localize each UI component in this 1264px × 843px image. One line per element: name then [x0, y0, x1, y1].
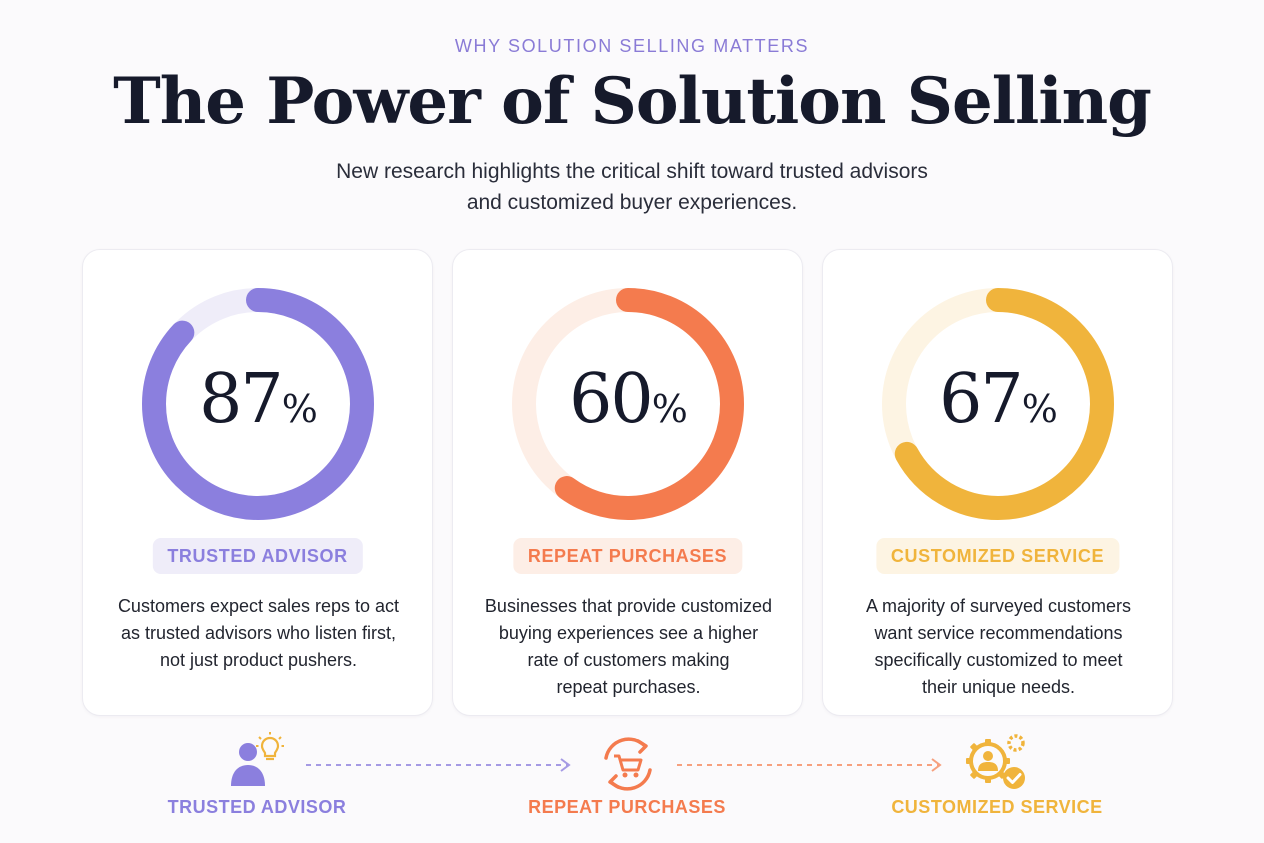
subtitle-line: New research highlights the critical shi…: [336, 160, 928, 183]
description-line: A majority of surveyed customers: [865, 596, 1132, 616]
page-title: The Power of Solution Selling: [113, 64, 1152, 139]
flow-label-customized-service: CUSTOMIZED SERVICE: [891, 797, 1103, 817]
category-badge: TRUSTED ADVISOR: [152, 538, 363, 574]
donut-chart: [882, 288, 1114, 520]
stat-description: Businesses that provide customized buyin…: [471, 593, 786, 701]
stat-unit: %: [281, 387, 318, 431]
eyebrow-label: WHY SOLUTION SELLING MATTERS: [454, 36, 810, 56]
cart-cycle-icon: [604, 737, 652, 791]
flow-label-repeat-purchases: REPEAT PURCHASES: [528, 797, 726, 817]
stat-card-customized-service: 67% CUSTOMIZED SERVICE A majority of sur…: [822, 249, 1173, 716]
stat-unit: %: [651, 387, 688, 431]
donut-value-arc: [512, 288, 744, 520]
description-line: want service recommendations: [874, 623, 1123, 643]
description-line: rate of customers making: [527, 650, 730, 670]
gear-user-check-icon: [966, 734, 1025, 789]
description-line: Businesses that provide customized: [484, 596, 773, 616]
stat-number: 67: [939, 360, 1024, 439]
stat-number: 60: [569, 360, 654, 439]
advisor-lightbulb-icon: [231, 732, 284, 786]
donut-chart: [142, 288, 374, 520]
description-line: buying experiences see a higher: [498, 623, 759, 643]
description-line: not just product pushers.: [159, 650, 358, 670]
description-line: specifically customized to meet: [874, 650, 1123, 670]
category-badge: REPEAT PURCHASES: [512, 538, 743, 574]
flow-arrow: [306, 758, 571, 772]
description-line: repeat purchases.: [556, 677, 701, 697]
description-line: Customers expect sales reps to act: [117, 596, 400, 616]
page-subtitle: New research highlights the critical shi…: [0, 156, 1264, 218]
description-line: as trusted advisors who listen first,: [120, 623, 397, 643]
donut-chart: [512, 288, 744, 520]
stat-card-trusted-advisor: 87% TRUSTED ADVISOR Customers expect sal…: [82, 249, 433, 716]
stat-number: 87: [199, 360, 284, 439]
donut-value-arc: [882, 288, 1114, 520]
category-badge: CUSTOMIZED SERVICE: [875, 538, 1120, 574]
stat-card-repeat-purchases: 60% REPEAT PURCHASES Businesses that pro…: [452, 249, 803, 716]
subtitle-line: and customized buyer experiences.: [466, 191, 798, 214]
stat-value: 87%: [83, 360, 434, 439]
stat-value: 60%: [453, 360, 804, 439]
flow-label-trusted-advisor: TRUSTED ADVISOR: [167, 797, 347, 817]
flow-arrow: [677, 758, 942, 772]
stat-description: A majority of surveyed customers want se…: [841, 593, 1156, 701]
donut-value-arc: [142, 288, 374, 520]
stat-description: Customers expect sales reps to act as tr…: [101, 593, 416, 674]
stat-unit: %: [1021, 387, 1058, 431]
stat-value: 67%: [823, 360, 1174, 439]
description-line: their unique needs.: [921, 677, 1076, 697]
